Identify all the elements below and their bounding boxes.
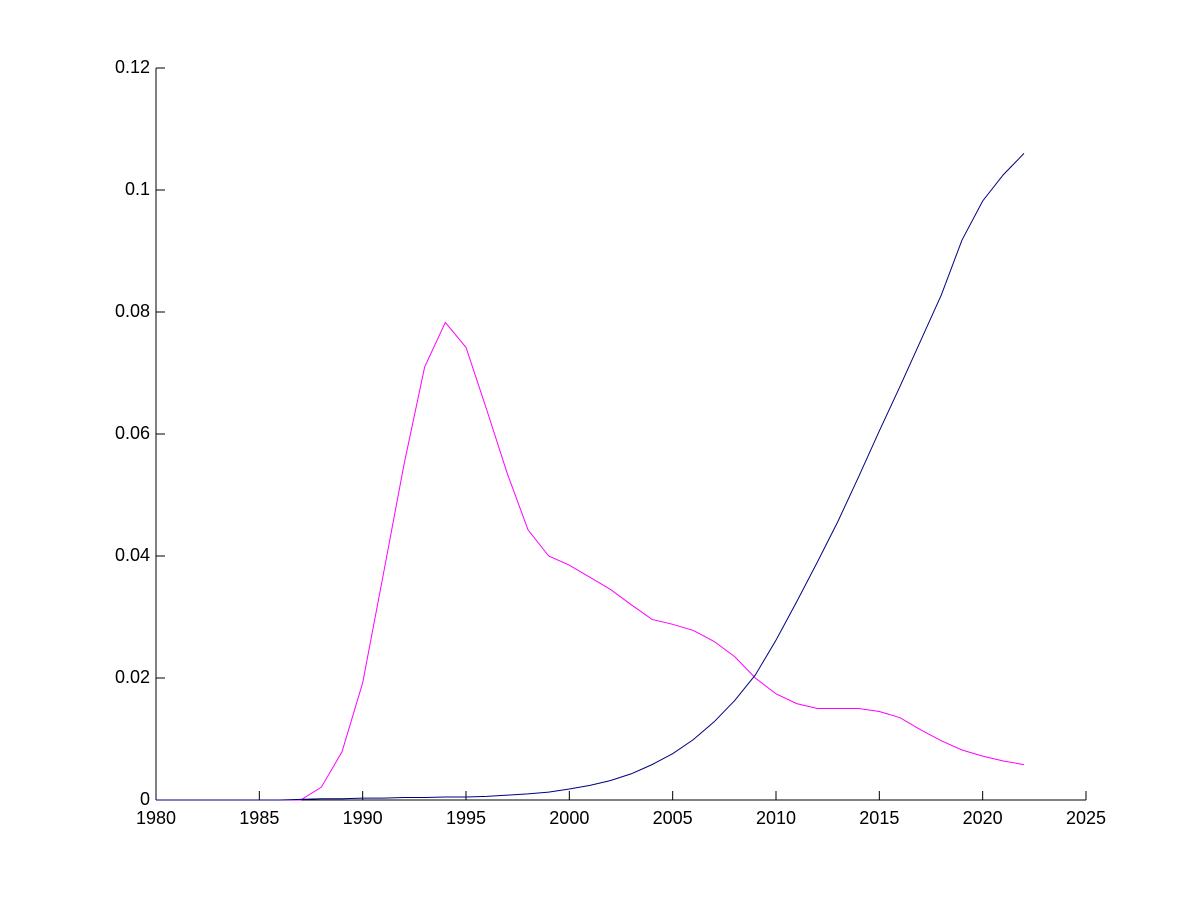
x-tick-label: 1990 — [343, 808, 383, 828]
x-tick-label: 2020 — [963, 808, 1003, 828]
x-tick-label: 2000 — [549, 808, 589, 828]
x-tick-label: 2005 — [653, 808, 693, 828]
y-tick-label: 0.06 — [115, 423, 150, 443]
y-tick-label: 0.1 — [125, 179, 150, 199]
series-line — [156, 153, 1025, 801]
x-tick-label: 2010 — [756, 808, 796, 828]
x-tick-label: 2025 — [1066, 808, 1106, 828]
y-tick-label: 0 — [140, 789, 150, 809]
y-tick-label: 0.02 — [115, 667, 150, 687]
x-tick-label: 1980 — [136, 808, 176, 828]
y-tick-label: 0.04 — [115, 545, 150, 565]
x-tick-label: 1995 — [446, 808, 486, 828]
x-tick-label: 2015 — [859, 808, 899, 828]
x-tick-label: 1985 — [239, 808, 279, 828]
y-tick-label: 0.12 — [115, 57, 150, 77]
y-tick-label: 0.08 — [115, 301, 150, 321]
series-line — [156, 321, 1025, 801]
